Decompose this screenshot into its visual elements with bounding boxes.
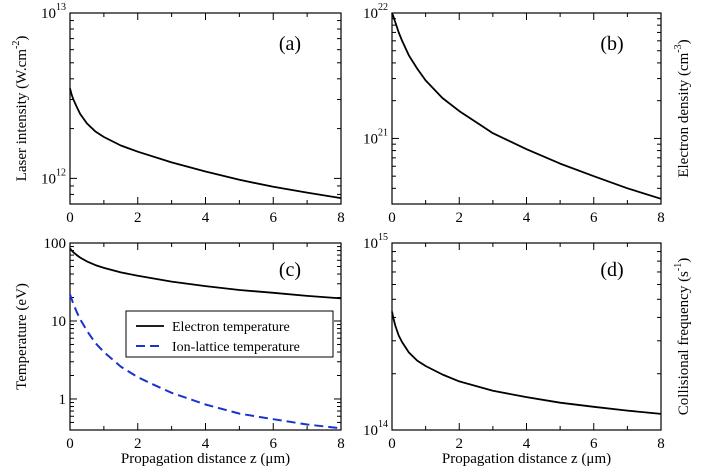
y-axis-title-text: Collisional frequency (s: [676, 271, 692, 415]
x-tick-label: 2: [456, 436, 464, 452]
panel-label: (b): [600, 33, 623, 55]
y-tick-label: 1: [59, 392, 67, 408]
x-tick-label: 2: [456, 210, 464, 226]
x-tick-label: 0: [388, 210, 396, 226]
y-axis-title-text: Electron density (cm: [676, 52, 692, 177]
x-tick-label: 4: [523, 210, 531, 226]
y-tick-base: 10: [363, 6, 378, 22]
series-line-b: [391, 12, 662, 200]
y-tick-base: 10: [41, 6, 56, 22]
y-axis-title-close: ): [676, 39, 692, 44]
x-tick-label: 4: [523, 436, 531, 452]
x-tick-label: 8: [657, 436, 665, 452]
y-tick-label: 1021: [363, 127, 388, 147]
legend-entry-label: Electron temperature: [172, 320, 290, 335]
x-tick-label: 6: [590, 210, 598, 226]
y-tick-label: 100: [44, 236, 67, 252]
panel-label: (d): [600, 259, 623, 281]
y-tick-label: 10: [51, 314, 66, 330]
y-axis-title-sup: -3: [673, 44, 684, 52]
x-tick-label: 6: [270, 210, 278, 226]
x-tick-label: 6: [590, 436, 598, 452]
x-tick-label: 8: [337, 436, 345, 452]
y-tick-exponent: 15: [378, 232, 388, 243]
y-axis-title: Collisional frequency (s-1): [673, 258, 692, 415]
y-axis-title-close: ): [14, 36, 30, 41]
x-axis-title: Propagation distance z (μm): [442, 451, 611, 467]
y-tick-base: 10: [51, 314, 66, 330]
y-axis-title: Electron density (cm-3): [673, 39, 692, 177]
y-tick-label: 1015: [363, 232, 388, 252]
y-axis-title-sup: -1: [673, 263, 684, 271]
y-tick-exponent: 13: [56, 2, 66, 13]
y-tick-base: 1: [59, 392, 67, 408]
y-tick-exponent: 12: [56, 167, 66, 178]
y-tick-exponent: 14: [378, 419, 388, 430]
x-tick-label: 4: [202, 210, 210, 226]
legend-entry-label: Ion-lattice temperature: [172, 340, 300, 355]
y-axis-title: Temperature (eV): [14, 283, 30, 390]
y-axis-title-close: ): [676, 258, 692, 263]
series-line-electron-temperature: [69, 247, 342, 300]
y-tick-base: 10: [363, 423, 378, 439]
series-line-a: [69, 88, 342, 199]
y-tick-label: 1013: [41, 2, 66, 22]
panel-label: (a): [279, 33, 301, 55]
x-tick-label: 6: [270, 436, 278, 452]
x-tick-label: 8: [337, 210, 345, 226]
panel-label: (c): [279, 259, 301, 281]
y-tick-exponent: 22: [378, 2, 388, 13]
x-tick-label: 8: [657, 210, 665, 226]
x-tick-label: 2: [134, 436, 142, 452]
y-tick-base: 100: [44, 236, 67, 252]
y-axis-title-text: Temperature (eV): [14, 283, 30, 390]
y-axis-title: Laser intensity (W.cm-2): [11, 36, 30, 182]
x-tick-label: 2: [134, 210, 142, 226]
y-tick-label: 1014: [363, 419, 388, 439]
y-tick-exponent: 21: [378, 127, 388, 138]
x-tick-label: 0: [66, 210, 74, 226]
y-axis-title-sup: -2: [11, 41, 22, 49]
legend: Electron temperature Ion-lattice temperat…: [125, 310, 334, 358]
y-tick-base: 10: [363, 131, 378, 147]
y-tick-label: 1022: [363, 2, 388, 22]
y-axis-title-text: Laser intensity (W.cm: [14, 49, 30, 182]
series-line-d: [391, 311, 662, 415]
x-tick-label: 4: [202, 436, 210, 452]
y-tick-label: 1012: [41, 167, 66, 187]
x-axis-title: Propagation distance z (μm): [121, 451, 290, 467]
x-tick-label: 0: [388, 436, 396, 452]
legend-box: [125, 310, 334, 358]
series-line-ion-lattice-temperature: [69, 293, 342, 430]
panel-c: 0 2 4 6 8 1 10 100 (c) Temperature (eV) Propagatio…: [14, 236, 345, 467]
y-tick-base: 10: [363, 236, 378, 252]
x-tick-label: 0: [66, 436, 74, 452]
y-tick-base: 10: [41, 171, 56, 187]
